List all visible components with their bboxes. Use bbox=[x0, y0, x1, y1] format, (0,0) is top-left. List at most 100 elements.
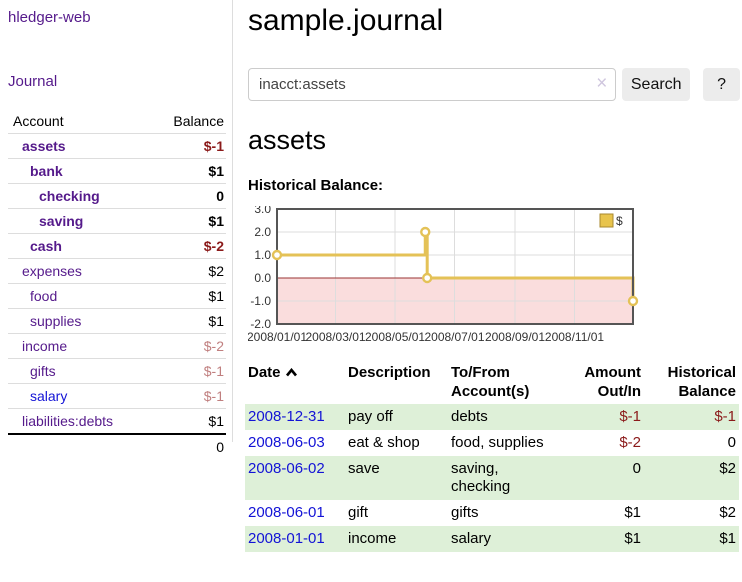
amount-cell: $1 bbox=[624, 504, 641, 521]
register-row: 2008-06-01 gift gifts $1 $2 bbox=[245, 500, 739, 526]
svg-text:2008/11/01: 2008/11/01 bbox=[545, 330, 604, 344]
register-row: 2008-01-01 income salary $1 $1 bbox=[245, 526, 739, 552]
account-balance: $-2 bbox=[153, 333, 226, 359]
account-link-expenses[interactable]: expenses bbox=[22, 263, 82, 279]
account-row: food $1 bbox=[8, 283, 226, 309]
help-button[interactable]: ? bbox=[703, 68, 740, 101]
register-row: 2008-06-03 eat & shop food, supplies $-2… bbox=[245, 430, 739, 456]
search-input[interactable] bbox=[248, 68, 617, 101]
description-column-header: Description bbox=[348, 364, 431, 381]
search-button[interactable]: Search bbox=[622, 68, 691, 101]
account-link-saving[interactable]: saving bbox=[39, 213, 84, 229]
description-cell: eat & shop bbox=[348, 434, 420, 451]
account-row: expenses $2 bbox=[8, 258, 226, 284]
accounts-cell: food, supplies bbox=[451, 434, 544, 451]
svg-text:-2.0: -2.0 bbox=[250, 317, 271, 331]
date-link[interactable]: 2008-06-01 bbox=[248, 504, 325, 521]
svg-text:3.0: 3.0 bbox=[254, 206, 271, 216]
amount-cell: 0 bbox=[632, 460, 641, 477]
account-balance: $1 bbox=[153, 308, 226, 334]
hledger-web-link[interactable]: hledger-web bbox=[8, 9, 91, 26]
account-row: income $-2 bbox=[8, 333, 226, 359]
svg-text:2008/09/01: 2008/09/01 bbox=[485, 330, 545, 344]
accounts-table: Account Balance assets $-1 bank $1 check… bbox=[8, 109, 226, 459]
account-row: liabilities:debts $1 bbox=[8, 408, 226, 434]
svg-text:2008/07/01: 2008/07/01 bbox=[424, 330, 484, 344]
sidebar: hledger-web Journal Account Balance asse… bbox=[0, 0, 233, 459]
account-link-salary[interactable]: salary bbox=[30, 388, 68, 404]
register-row: 2008-12-31 pay off debts $-1 $-1 bbox=[245, 404, 739, 430]
accounts-column-header: To/From Account(s) bbox=[451, 364, 530, 400]
account-balance: $1 bbox=[153, 158, 226, 184]
balance-cell: 0 bbox=[727, 434, 736, 451]
accounts-total: 0 bbox=[153, 433, 226, 459]
account-link-assets[interactable]: assets bbox=[22, 138, 66, 154]
chart-title: Historical Balance: bbox=[248, 177, 384, 194]
svg-text:2.0: 2.0 bbox=[254, 225, 271, 239]
account-row: supplies $1 bbox=[8, 308, 226, 334]
account-row: salary $-1 bbox=[8, 383, 226, 409]
balance-column-header: Balance bbox=[173, 113, 224, 129]
account-balance: $1 bbox=[153, 208, 226, 234]
balance-cell: $1 bbox=[719, 530, 736, 547]
account-balance: $2 bbox=[153, 258, 226, 284]
amount-cell: $-2 bbox=[619, 434, 641, 451]
page-title: sample.journal bbox=[248, 4, 444, 37]
journal-link[interactable]: Journal bbox=[8, 73, 58, 90]
balance-chart-svg: $3.0 2.0 1.0 0.0 -1.0 -2.02008/01/012008/03/0… bbox=[247, 202, 639, 344]
date-link[interactable]: 2008-06-03 bbox=[248, 434, 325, 451]
accounts-cell: salary bbox=[451, 530, 492, 547]
sort-ascending-icon bbox=[285, 363, 298, 382]
clear-search-icon[interactable]: × bbox=[596, 73, 608, 94]
main-content: sample.journal × Search ? assets Histori… bbox=[245, 0, 740, 552]
account-row: cash $-2 bbox=[8, 233, 226, 259]
balance-cell: $2 bbox=[719, 504, 736, 521]
account-balance: $1 bbox=[153, 283, 226, 309]
accounts-cell: saving, checking bbox=[451, 460, 511, 495]
svg-text:2008/03/01: 2008/03/01 bbox=[305, 330, 365, 344]
svg-text:2008/05/01: 2008/05/01 bbox=[365, 330, 425, 344]
account-row: checking 0 bbox=[8, 183, 226, 209]
search-bar: × Search ? bbox=[248, 68, 740, 101]
account-link-gifts[interactable]: gifts bbox=[30, 363, 56, 379]
account-link-cash[interactable]: cash bbox=[30, 238, 62, 254]
search-input-wrap: × bbox=[248, 68, 617, 101]
description-cell: save bbox=[348, 460, 380, 477]
account-balance: $-1 bbox=[153, 133, 226, 159]
account-link-food[interactable]: food bbox=[30, 288, 58, 304]
date-link[interactable]: 2008-06-02 bbox=[248, 460, 325, 477]
svg-text:$: $ bbox=[616, 214, 623, 228]
svg-text:0.0: 0.0 bbox=[254, 271, 271, 285]
account-link-supplies[interactable]: supplies bbox=[30, 313, 82, 329]
balance-cell: $-1 bbox=[714, 408, 736, 425]
amount-column-header: Amount Out/In bbox=[584, 364, 641, 400]
description-cell: gift bbox=[348, 504, 369, 521]
account-column-header: Account bbox=[13, 113, 64, 129]
balance-cell: $2 bbox=[719, 460, 736, 477]
account-balance: $-1 bbox=[153, 358, 226, 384]
historical-balance-chart: $3.0 2.0 1.0 0.0 -1.0 -2.0 2008/01/01 2008/03/0… bbox=[247, 202, 740, 348]
register-row: 2008-06-02 save saving, checking 0 $2 bbox=[245, 456, 739, 500]
account-link-checking[interactable]: checking bbox=[39, 188, 100, 204]
svg-text:-1.0: -1.0 bbox=[250, 294, 271, 308]
date-column-header[interactable]: Date bbox=[245, 360, 345, 404]
date-link[interactable]: 2008-12-31 bbox=[248, 408, 325, 425]
accounts-cell: debts bbox=[451, 408, 488, 425]
date-link[interactable]: 2008-01-01 bbox=[248, 530, 325, 547]
amount-cell: $-1 bbox=[619, 408, 641, 425]
account-balance: $-1 bbox=[153, 383, 226, 409]
account-link-income[interactable]: income bbox=[22, 338, 68, 354]
svg-text:1.0: 1.0 bbox=[254, 248, 271, 262]
date-header-label: Date bbox=[248, 364, 281, 381]
account-link-bank[interactable]: bank bbox=[30, 163, 63, 179]
account-row: assets $-1 bbox=[8, 133, 226, 159]
accounts-total-row: 0 bbox=[8, 433, 226, 459]
account-balance: $1 bbox=[153, 408, 226, 434]
account-balance: $-2 bbox=[153, 233, 226, 259]
account-link-liabilities-debts[interactable]: liabilities:debts bbox=[22, 413, 114, 429]
svg-text:2008/01/01: 2008/01/01 bbox=[248, 330, 307, 344]
account-row: bank $1 bbox=[8, 158, 226, 184]
balance-column-header: Historical Balance bbox=[667, 364, 736, 400]
account-row: saving $1 bbox=[8, 208, 226, 234]
description-cell: income bbox=[348, 530, 397, 547]
